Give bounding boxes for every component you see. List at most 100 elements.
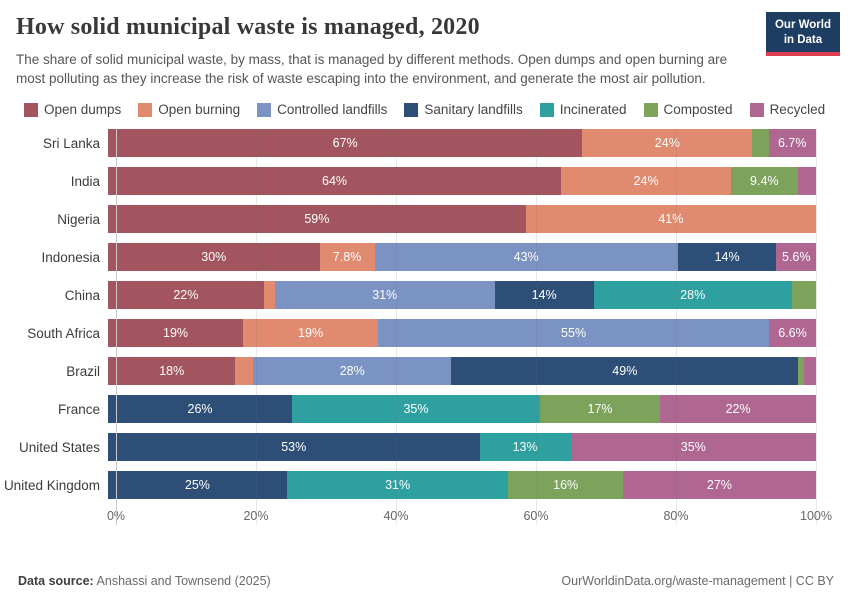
- bar-segment-composted[interactable]: 9.4%: [731, 167, 798, 196]
- bar-track: 67% 24% 6.7%: [108, 129, 816, 158]
- bar-segment-value: 24%: [654, 136, 680, 151]
- bar-segment-value: 26%: [187, 402, 213, 417]
- bar-segment-recycled[interactable]: 22%: [660, 395, 816, 424]
- chart-subtitle: The share of solid municipal waste, by m…: [16, 52, 728, 87]
- bar-segment-open-dumps[interactable]: 18%: [108, 357, 236, 386]
- bar-segment-open-burning[interactable]: [263, 281, 276, 310]
- bar-segment-sanitary-landfills[interactable]: 26%: [108, 395, 293, 424]
- bar-segment-sanitary-landfills[interactable]: 49%: [451, 357, 799, 386]
- bar-segment-open-burning[interactable]: 41%: [525, 205, 816, 234]
- bar-segment-open-dumps[interactable]: 59%: [108, 205, 526, 234]
- bar-segment-open-burning[interactable]: 7.8%: [319, 243, 375, 272]
- owid-logo[interactable]: Our World in Data: [765, 12, 840, 56]
- bar-segment-composted[interactable]: [798, 357, 804, 386]
- bar-segment-value: 22%: [725, 402, 751, 417]
- page-title: How solid municipal waste is managed, 20…: [16, 14, 480, 40]
- bar-segment-value: 28%: [339, 364, 365, 379]
- bar-segment-value: 31%: [372, 288, 398, 303]
- country-label: South Africa: [27, 325, 100, 341]
- bar-segment-open-dumps[interactable]: 67%: [108, 129, 583, 158]
- country-label: Brazil: [66, 363, 100, 379]
- bar-segment-value: 64%: [322, 174, 348, 189]
- x-tick-label: 80%: [663, 509, 689, 524]
- bar-segment-controlled-landfills[interactable]: 55%: [378, 319, 770, 348]
- bar-segment-composted[interactable]: [791, 281, 816, 310]
- country-label: United Kingdom: [3, 477, 100, 493]
- bar-segment-controlled-landfills[interactable]: 31%: [275, 281, 495, 310]
- legend-item-sanitary-landfills[interactable]: Sanitary landfills: [404, 102, 523, 117]
- bar-segment-value: 17%: [587, 402, 613, 417]
- legend-item-controlled-landfills[interactable]: Controlled landfills: [257, 102, 387, 117]
- bar-segment-controlled-landfills[interactable]: 28%: [253, 357, 452, 386]
- bar-segment-value: 41%: [658, 212, 684, 227]
- country-label: Indonesia: [41, 249, 100, 265]
- bar-segment-recycled[interactable]: [803, 357, 816, 386]
- bar-segment-sanitary-landfills[interactable]: 14%: [494, 281, 594, 310]
- bar-segment-recycled[interactable]: [797, 167, 816, 196]
- bar-segment-composted[interactable]: 16%: [508, 471, 623, 500]
- bar-track: 18% 28% 49%: [108, 357, 816, 386]
- bar-segment-incinerated[interactable]: 35%: [292, 395, 540, 424]
- bar-segment-value: 27%: [706, 478, 732, 493]
- country-label: Sri Lanka: [42, 135, 100, 151]
- bar-segment-value: 35%: [403, 402, 429, 417]
- legend-item-open-burning[interactable]: Open burning: [138, 102, 240, 117]
- bar-segment-value: 14%: [531, 288, 557, 303]
- bar-segment-recycled[interactable]: 35%: [570, 433, 816, 462]
- data-source-label: Data source:: [18, 574, 94, 588]
- legend-label: Open dumps: [44, 102, 122, 118]
- legend-item-composted[interactable]: Composted: [643, 102, 733, 118]
- bar-segment-controlled-landfills[interactable]: 43%: [374, 243, 678, 272]
- bar-segment-open-burning[interactable]: [235, 357, 254, 386]
- bar-segment-sanitary-landfills[interactable]: 14%: [677, 243, 777, 272]
- table-row: China 22% 31% 14% 28%: [0, 281, 850, 310]
- bar-segment-recycled[interactable]: 27%: [622, 471, 816, 500]
- bar-segment-open-dumps[interactable]: 30%: [108, 243, 320, 272]
- bar-segment-open-dumps[interactable]: 19%: [108, 319, 244, 348]
- bar-segment-sanitary-landfills[interactable]: 25%: [108, 471, 287, 500]
- bar-segment-value: 6.7%: [778, 136, 807, 151]
- bar-segment-composted[interactable]: [752, 129, 769, 158]
- bar-segment-value: 31%: [385, 478, 411, 493]
- bar-track: 53% 13% 35%: [108, 433, 816, 462]
- legend-item-recycled[interactable]: Recycled: [749, 102, 825, 117]
- bar-segment-open-dumps[interactable]: 64%: [108, 167, 562, 196]
- chart-footer: Data source: Anshassi and Townsend (2025…: [18, 574, 834, 588]
- bar-segment-value: 5.6%: [781, 250, 811, 265]
- bar-segment-recycled[interactable]: 5.6%: [776, 243, 816, 272]
- bar-segment-composted[interactable]: 17%: [539, 395, 661, 424]
- bar-segment-value: 19%: [298, 326, 324, 341]
- bar-track: 30% 7.8% 43% 14% 5.6%: [108, 243, 816, 272]
- bar-track: 26% 35% 17% 22%: [108, 395, 816, 424]
- bar-segment-value: 18%: [159, 364, 185, 379]
- legend-item-incinerated[interactable]: Incinerated: [539, 102, 627, 117]
- credit-link[interactable]: OurWorldinData.org/waste-management | CC…: [561, 574, 834, 588]
- bar-segment-incinerated[interactable]: 28%: [593, 281, 792, 310]
- x-tick-label: 0%: [106, 509, 126, 524]
- bar-segment-value: 19%: [163, 326, 189, 341]
- bar-segment-recycled[interactable]: 6.7%: [768, 129, 816, 158]
- bar-segment-sanitary-landfills[interactable]: 53%: [108, 433, 480, 462]
- country-label: China: [64, 287, 100, 303]
- bar-segment-incinerated[interactable]: 31%: [286, 471, 509, 500]
- x-tick-label: 20%: [243, 509, 269, 524]
- bar-segment-open-burning[interactable]: 24%: [561, 167, 732, 196]
- legend-swatch-icon: [24, 102, 38, 117]
- bar-segment-value: 9.4%: [750, 174, 779, 189]
- legend-item-open-dumps[interactable]: Open dumps: [24, 102, 121, 117]
- bar-segment-open-burning[interactable]: 19%: [243, 319, 379, 348]
- bar-segment-incinerated[interactable]: 13%: [479, 433, 571, 462]
- legend-label: Composted: [663, 102, 733, 118]
- country-label: India: [70, 173, 100, 189]
- bar-segment-recycled[interactable]: 6.6%: [769, 319, 816, 348]
- bar-segment-open-burning[interactable]: 24%: [582, 129, 753, 158]
- bar-segment-value: 67%: [332, 136, 358, 151]
- country-label: Nigeria: [57, 211, 100, 227]
- bar-segment-open-dumps[interactable]: 22%: [108, 281, 264, 310]
- plot-area: Sri Lanka 67% 24% 6.7% India 64% 24% 9.4% Nigeri…: [0, 129, 850, 526]
- table-row: South Africa 19% 19% 55% 6.6%: [0, 319, 850, 348]
- owid-logo-line1: Our World: [774, 19, 831, 31]
- x-axis: 0% 20% 40% 60% 80% 100%: [107, 509, 832, 525]
- bar-segment-value: 43%: [513, 250, 539, 265]
- bar-track: 64% 24% 9.4%: [108, 167, 816, 196]
